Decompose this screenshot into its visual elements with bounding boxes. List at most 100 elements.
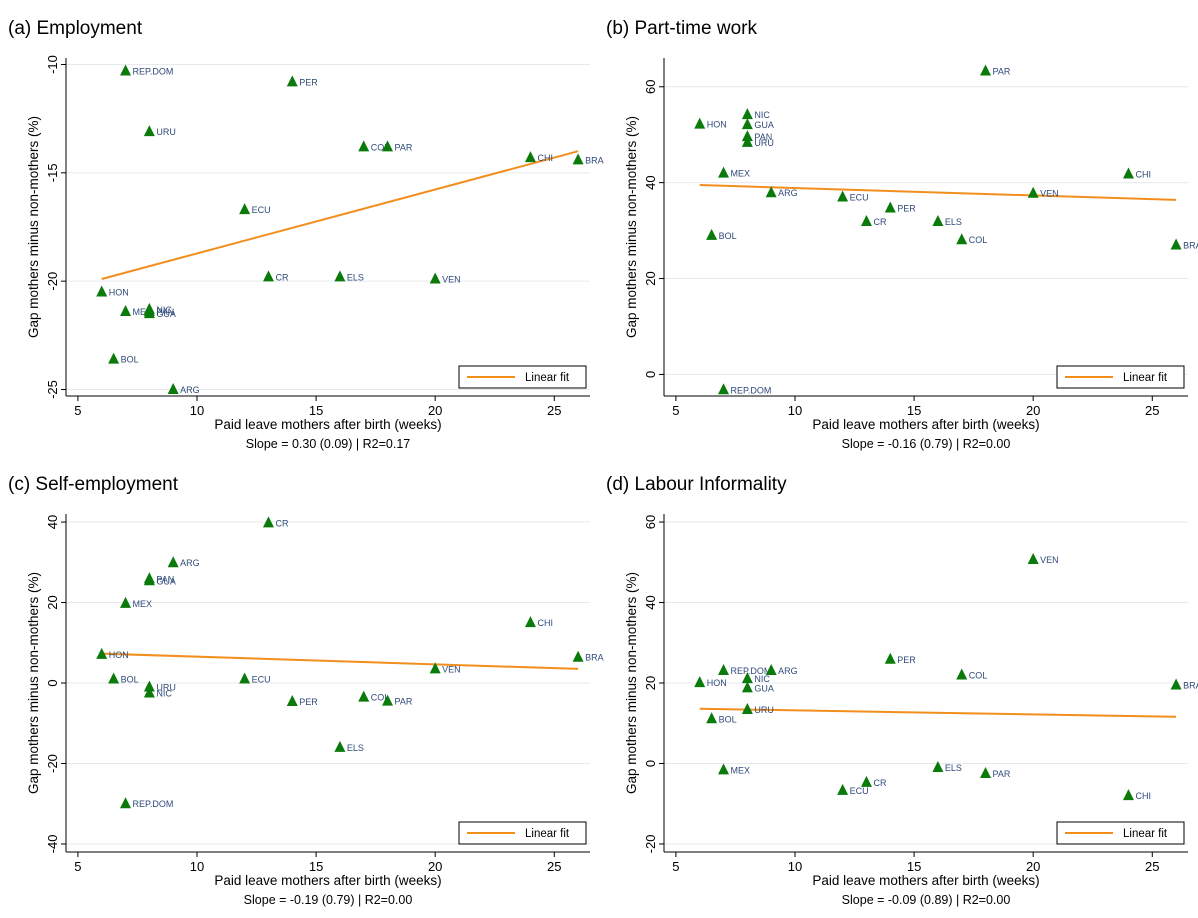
point-label: PAR <box>993 66 1011 76</box>
chart-part-time: 5 10 15 20 25 0 20 40 60 Paid leave mothers after… <box>624 58 1198 451</box>
y-tick-label: 0 <box>643 371 658 378</box>
panel-title-employment: (a) Employment <box>8 18 143 39</box>
point-label: URU <box>156 127 176 137</box>
point-label: HON <box>707 120 727 130</box>
slope-caption: Slope = -0.19 (0.79) | R2=0.00 <box>244 893 413 907</box>
point-label: BRA <box>1183 240 1198 250</box>
point-label: ARG <box>180 558 200 568</box>
data-point <box>741 703 753 715</box>
point-label: GUA <box>754 120 774 130</box>
y-tick-label: 0 <box>45 679 60 686</box>
data-point <box>96 285 108 297</box>
point-label: ELS <box>945 763 962 773</box>
legend-label: Linear fit <box>1123 372 1168 384</box>
point-label: NIC <box>754 674 770 684</box>
y-tick-label: 0 <box>643 760 658 767</box>
data-point <box>382 694 394 706</box>
point-label: CR <box>275 272 288 282</box>
point-label: VEN <box>1040 555 1059 565</box>
linear-fit-line <box>699 707 1177 718</box>
data-point <box>932 761 944 772</box>
data-point <box>143 574 155 586</box>
point-label: NIC <box>754 110 770 120</box>
y-tick-label: 40 <box>643 595 658 609</box>
point-label: CHI <box>537 153 553 163</box>
y-tick-label: -40 <box>45 835 60 854</box>
data-point <box>718 763 730 775</box>
point-label: ELS <box>347 272 364 282</box>
x-axis-label: Paid leave mothers after birth (weeks) <box>214 873 441 888</box>
data-point <box>524 151 536 163</box>
point-label: PER <box>897 204 916 214</box>
x-tick-label: 20 <box>1026 403 1040 418</box>
point-label: REP.DOM <box>731 385 772 395</box>
point-label: PER <box>299 697 318 707</box>
point-label: BRA <box>1183 681 1198 691</box>
data-point <box>837 190 849 202</box>
x-tick-label: 20 <box>1026 859 1040 874</box>
data-point <box>718 664 730 676</box>
x-tick-label: 20 <box>428 859 442 874</box>
y-axis-label: Gap mothers minus non-mothers (%) <box>26 572 41 794</box>
data-point <box>143 307 155 319</box>
point-label: ELS <box>945 217 962 227</box>
data-point <box>239 672 251 684</box>
point-label: REP.DOM <box>731 666 772 676</box>
point-label: HON <box>109 650 129 660</box>
data-point <box>262 516 274 528</box>
data-point <box>741 672 753 684</box>
x-tick-label: 15 <box>309 859 323 874</box>
x-tick-label: 5 <box>672 859 679 874</box>
data-point <box>96 647 108 659</box>
point-label: PER <box>897 655 916 665</box>
y-tick-label: 60 <box>643 80 658 94</box>
data-point <box>334 270 346 282</box>
x-tick-label: 25 <box>547 859 561 874</box>
point-label: PAR <box>993 769 1011 779</box>
chart-employment: 5 10 15 20 25 -25 -20 -15 -10 Paid leave mothers … <box>26 55 604 451</box>
data-point <box>718 383 730 395</box>
legend: Linear fit <box>1056 365 1185 389</box>
point-label: CHI <box>537 618 553 628</box>
point-label: MEX <box>731 169 751 179</box>
legend: Linear fit <box>458 821 587 845</box>
x-tick-label: 5 <box>74 403 81 418</box>
data-point <box>1122 789 1134 801</box>
y-tick-label: -20 <box>45 272 60 291</box>
y-tick-label: -25 <box>45 380 60 399</box>
legend: Linear fit <box>458 365 587 389</box>
y-tick-label: -10 <box>45 55 60 74</box>
point-label: PER <box>299 77 318 87</box>
data-point <box>1027 186 1039 198</box>
slope-caption: Slope = -0.16 (0.79) | R2=0.00 <box>842 437 1011 451</box>
x-axis-label: Paid leave mothers after birth (weeks) <box>214 417 441 432</box>
x-tick-label: 15 <box>907 403 921 418</box>
point-label: ARG <box>180 385 200 395</box>
data-point <box>706 228 718 240</box>
data-point <box>120 64 132 76</box>
x-tick-label: 25 <box>547 403 561 418</box>
point-label: NIC <box>156 689 172 699</box>
data-point <box>167 383 179 394</box>
point-label: NIC <box>156 305 172 315</box>
y-tick-label: 20 <box>643 676 658 690</box>
data-point <box>382 140 394 152</box>
point-label: MEX <box>731 765 751 775</box>
data-point <box>1170 238 1182 250</box>
data-point <box>741 135 753 147</box>
data-point <box>741 108 753 120</box>
point-label: CR <box>873 778 886 788</box>
point-label: GUA <box>156 309 176 319</box>
point-label: REP.DOM <box>133 67 174 77</box>
y-axis-label: Gap mothers minus non-mothers (%) <box>624 116 639 338</box>
panel-title-part-time: (b) Part-time work <box>606 18 757 39</box>
x-tick-label: 10 <box>788 859 802 874</box>
data-point <box>741 130 753 142</box>
data-point <box>1122 167 1134 179</box>
point-label: ECU <box>252 674 271 684</box>
x-tick-label: 25 <box>1145 403 1159 418</box>
chart-self-employment: 5 10 15 20 25 -40 -20 0 20 40 Paid leave mothers a… <box>26 514 604 907</box>
point-label: ECU <box>252 205 271 215</box>
point-label: MEX <box>133 307 153 317</box>
